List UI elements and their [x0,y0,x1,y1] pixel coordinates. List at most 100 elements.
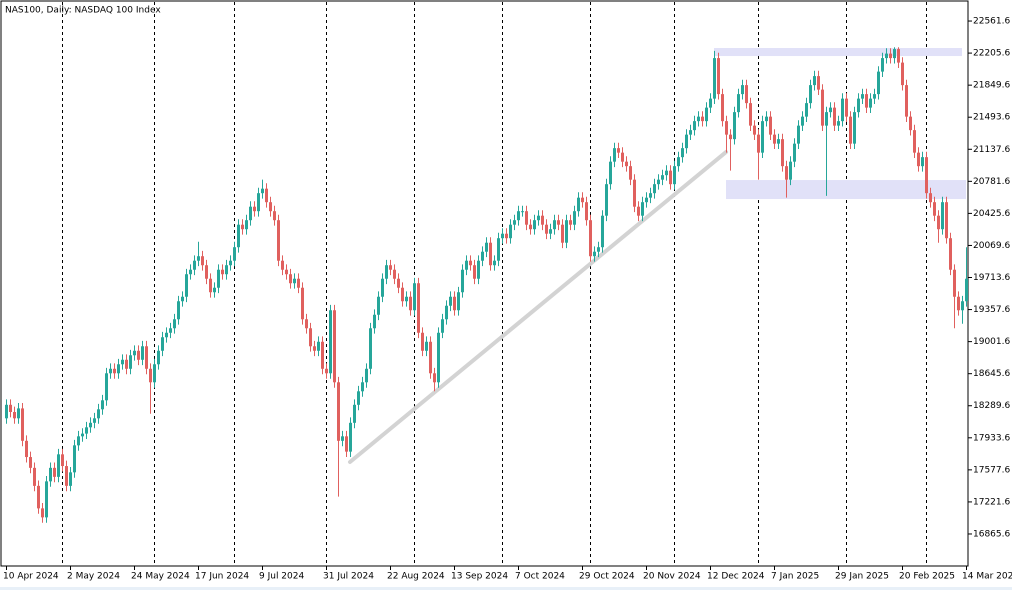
candle-body [425,341,428,351]
candle-body [421,332,424,351]
candle-body [161,337,164,351]
candle-body [721,94,724,122]
candle-body [669,170,672,185]
candle-body [433,373,436,383]
candle-body [77,436,80,446]
candle-body [917,152,920,167]
y-tick-label: 20069.6 [973,241,1010,251]
candle-body [461,269,464,293]
candle-body [365,368,368,383]
candle-body [729,134,732,140]
candle-body [869,98,872,108]
candle-body [405,296,408,302]
candle-body [781,139,784,167]
x-tick-label: 17 Jun 2024 [195,572,249,582]
candle-body [333,310,336,383]
candle-body [873,94,876,99]
candle-body [237,224,240,248]
candle-body [821,89,824,126]
candle-body [121,359,124,365]
candle-body [609,161,612,185]
candle-body [829,107,832,113]
candle-body [393,269,396,279]
candle-body [481,251,484,261]
candle-body [45,481,48,518]
candle-body [817,76,820,90]
candle-body [269,202,272,212]
candle-body [441,319,444,333]
candle-body [741,85,744,95]
candle-body [857,98,860,113]
candle-body [265,188,268,203]
candle-body [553,220,556,230]
candle-body [89,422,92,428]
candle-body [61,454,64,467]
candle-body [945,202,948,239]
candle-body [633,179,636,207]
candle-body [921,157,924,167]
candle-body [801,116,804,126]
candle-body [209,278,212,293]
x-tick-label: 7 Oct 2024 [515,572,565,582]
candle-body [961,301,964,311]
candle-body [657,179,660,185]
candle-body [701,116,704,122]
candle-body [889,53,892,59]
candle-body [129,355,132,369]
candle-body [693,121,696,131]
x-tick-label: 22 Aug 2024 [387,572,445,582]
candle-body [457,292,460,311]
candle-body [281,260,284,270]
candle-body [189,269,192,275]
candle-body [21,408,24,441]
candle-body [881,58,884,72]
candle-body [389,265,392,270]
candle-body [965,278,968,302]
candle-body [185,274,188,297]
candle-body [241,224,244,230]
candle-body [317,341,320,351]
candle-body [65,466,68,486]
trend-line [348,150,728,464]
candle-body [713,58,716,99]
candle-body [809,85,812,104]
y-tick-label: 18645.6 [973,369,1010,379]
y-tick-label: 21849.6 [973,81,1010,91]
candle-body [85,427,88,434]
candle-body [833,107,836,126]
candle-body [861,94,864,99]
candle-body [665,170,668,176]
candle-body [753,125,756,135]
candle-body [733,112,736,140]
candle-body [577,197,580,212]
candle-body [257,193,260,212]
candle-body [233,247,236,261]
candle-body [517,211,520,221]
candle-body [133,350,136,356]
candle-body [489,242,492,266]
candle-body [13,412,16,419]
candle-body [445,305,448,320]
candle-body [925,157,928,194]
candle-body [213,287,216,293]
candle-body [341,436,344,441]
candle-body [377,296,380,315]
candle-body [509,224,512,239]
candle-body [409,296,412,311]
chart-title: NAS100, Daily: NASDAQ 100 Index [5,6,161,16]
candle-body [901,62,904,86]
candle-body [581,197,584,203]
candle-body [453,296,456,311]
candle-body [885,53,888,59]
candle-body [673,166,676,185]
candle-body [205,265,208,279]
candle-body [381,278,384,297]
candle-body [137,350,140,360]
candle-body [853,112,856,144]
x-tick-label: 2 May 2024 [67,572,120,582]
candle-body [313,346,316,351]
candle-body [897,49,900,63]
candle-body [905,85,908,117]
candle-body [573,211,576,225]
